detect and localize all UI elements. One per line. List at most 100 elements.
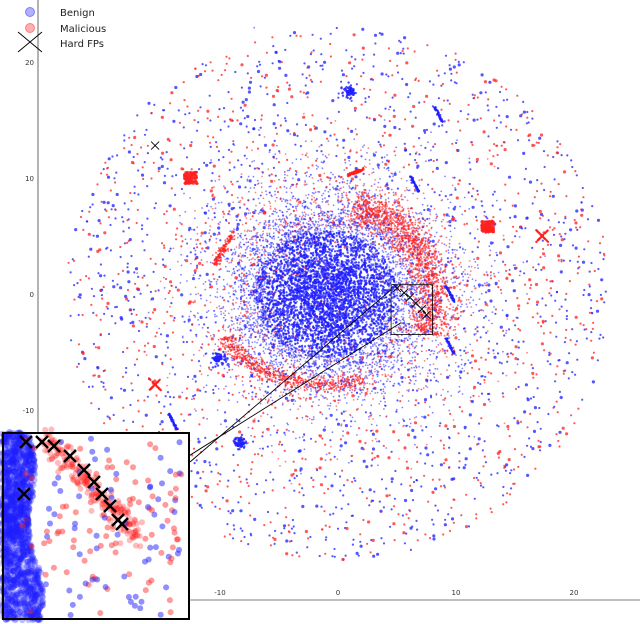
malicious-point: [406, 466, 410, 470]
benign-point: [514, 264, 516, 266]
benign-point: [595, 309, 600, 313]
malicious-point: [482, 284, 485, 287]
benign-point: [345, 49, 348, 52]
benign-point: [351, 543, 354, 546]
benign-point: [162, 276, 165, 279]
benign-point: [399, 232, 402, 235]
malicious-point: [341, 557, 345, 562]
malicious-point: [545, 278, 548, 281]
benign-point: [301, 504, 305, 509]
benign-point: [236, 319, 238, 321]
benign-point: [414, 332, 416, 334]
benign-point: [448, 436, 451, 439]
benign-point: [262, 226, 266, 230]
benign-point: [207, 217, 210, 220]
malicious-point: [393, 223, 396, 226]
malicious-point: [265, 224, 268, 227]
malicious-point: [413, 188, 417, 191]
benign-point: [493, 190, 496, 193]
malicious-point: [151, 311, 154, 314]
benign-point: [373, 53, 376, 56]
malicious-point: [487, 98, 490, 101]
benign-point: [379, 143, 382, 146]
malicious-point: [140, 146, 143, 149]
benign-point: [229, 295, 232, 298]
malicious-point: [531, 316, 535, 319]
benign-point: [486, 281, 488, 284]
malicious-point: [284, 506, 287, 509]
malicious-point: [366, 387, 369, 391]
benign-point: [339, 489, 342, 492]
benign-point: [349, 389, 351, 392]
benign-point: [427, 159, 431, 162]
benign-point: [218, 178, 221, 181]
benign-point: [513, 215, 517, 219]
benign-point: [354, 58, 357, 61]
malicious-point: [407, 163, 411, 166]
benign-point: [451, 215, 454, 218]
benign-point: [248, 336, 251, 339]
malicious-point: [379, 145, 383, 148]
benign-point: [372, 65, 375, 68]
malicious-point: [241, 375, 244, 379]
benign-point: [233, 166, 236, 169]
benign-point: [437, 251, 440, 253]
benign-point: [197, 121, 200, 124]
malicious-point: [440, 108, 443, 111]
malicious-point: [564, 336, 567, 339]
malicious-point: [236, 463, 239, 467]
benign-point: [259, 266, 262, 269]
malicious-point: [411, 124, 415, 128]
benign-point: [293, 489, 296, 492]
malicious-point: [452, 424, 456, 429]
benign-point: [237, 185, 242, 189]
benign-point: [119, 255, 122, 259]
benign-point: [532, 429, 537, 433]
malicious-point: [516, 419, 519, 422]
benign-point: [298, 436, 301, 439]
malicious-point: [467, 276, 470, 279]
benign-point: [464, 463, 467, 466]
benign-point: [523, 178, 526, 181]
benign-point: [127, 299, 130, 302]
malicious-point: [375, 429, 379, 433]
malicious-point: [450, 506, 453, 509]
malicious-point: [230, 193, 234, 197]
benign-point: [478, 309, 481, 312]
benign-point: [206, 335, 209, 338]
malicious-point: [376, 454, 380, 458]
benign-point: [305, 175, 308, 177]
benign-point: [437, 74, 440, 77]
malicious-point: [231, 183, 234, 186]
benign-point: [146, 185, 149, 188]
benign-point: [161, 258, 164, 261]
benign-point: [432, 534, 436, 538]
malicious-point: [228, 284, 231, 287]
malicious-point: [145, 322, 148, 325]
benign-point: [294, 400, 297, 402]
benign-point: [163, 174, 166, 177]
benign-point: [401, 77, 404, 81]
malicious-point: [453, 498, 456, 501]
benign-point: [583, 328, 586, 331]
malicious-point: [131, 324, 135, 328]
malicious-point: [574, 315, 578, 319]
benign-point: [370, 464, 373, 467]
benign-point: [251, 250, 253, 253]
benign-point: [77, 295, 80, 298]
malicious-point: [99, 318, 102, 321]
malicious-point: [408, 382, 411, 385]
benign-point: [299, 158, 302, 161]
benign-point: [241, 394, 244, 397]
malicious-point: [384, 230, 387, 233]
benign-point: [581, 186, 584, 190]
benign-point: [346, 182, 349, 185]
benign-point: [385, 232, 388, 235]
benign-point: [522, 261, 525, 264]
malicious-point: [466, 372, 469, 375]
malicious-point: [369, 392, 372, 395]
benign-point: [352, 538, 355, 541]
malicious-point: [229, 330, 232, 333]
benign-point: [519, 270, 522, 273]
malicious-point: [416, 151, 418, 154]
